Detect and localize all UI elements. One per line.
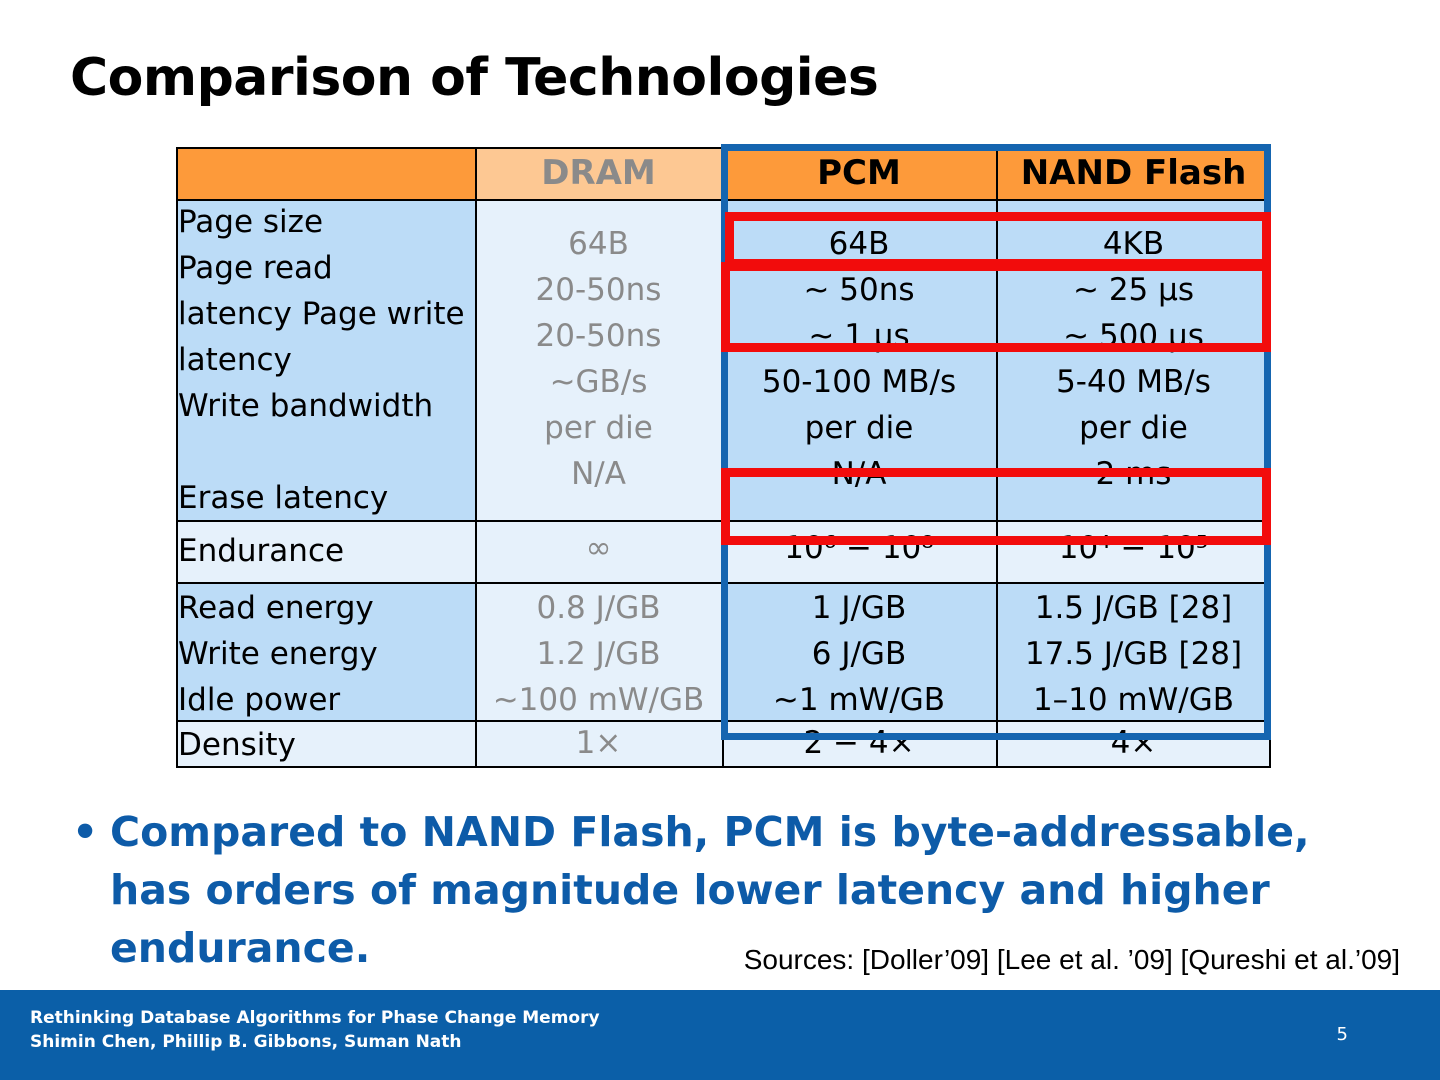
footer-bar: Rethinking Database Algorithms for Phase… (0, 990, 1440, 1080)
sources-citation: Sources: [Doller’09] [Lee et al. ’09] [Q… (743, 944, 1400, 975)
cell-value-line: ∼ 25 μs (1072, 272, 1194, 308)
cell-value-line: 1.5 J/GB [28] (1034, 590, 1233, 626)
row-label-line: Idle power (178, 682, 341, 718)
header-pcm: PCM (722, 147, 996, 199)
header-dram: DRAM (475, 147, 722, 199)
cell-value-line: 4KB (1102, 226, 1165, 262)
row-label-line: Endurance (178, 533, 345, 569)
header-corner (176, 147, 475, 199)
row-label-line: Read energy (178, 590, 374, 626)
cell-value-line: 1.2 J/GB (536, 636, 661, 672)
cell-value-line: ~1 mW/GB (772, 682, 946, 718)
row-label-line: latency (178, 342, 292, 378)
cell-value-line: 1–10 mW/GB (1032, 682, 1235, 718)
bullet-text: Compared to NAND Flash, PCM is byte-addr… (110, 808, 1310, 972)
row-label-line: Density (178, 727, 296, 763)
table-cell-r0-dram: 64B 20-50ns 20-50ns ~GB/s per die N/A (475, 199, 722, 520)
page-number: 5 (1336, 1024, 1348, 1045)
row-label-line: Page read (178, 250, 333, 286)
cell-value-line: 1× (575, 725, 622, 761)
table-cell-r0-label_lines: Page size Page read latency Page write late… (176, 199, 475, 520)
erase-latency-highlight-box (721, 468, 1271, 545)
bullet-dot-icon: • (72, 808, 99, 856)
table-column-rule (475, 147, 477, 768)
cell-value-line: 64B (828, 226, 890, 262)
latency-highlight-box-1 (725, 212, 1271, 268)
cell-value-line: per die (1079, 410, 1188, 446)
table-cell-r3-label_lines: Density (176, 720, 475, 768)
cell-value-line: 64B (568, 226, 629, 262)
table-cell-r2-pcm: 1 J/GB 6 J/GB ~1 mW/GB (722, 582, 996, 720)
table-cell-r2-dram: 0.8 J/GB 1.2 J/GB ~100 mW/GB (475, 582, 722, 720)
cell-value-line: 6 J/GB (811, 636, 907, 672)
table-column-rule (176, 147, 178, 768)
table-cell-r3-pcm: 2 − 4× (722, 720, 996, 768)
cell-value-line: 17.5 J/GB [28] (1024, 636, 1243, 672)
cell-value-line: 0.8 J/GB (536, 590, 661, 626)
footer-authors: Shimin Chen, Phillip B. Gibbons, Suman N… (30, 1032, 462, 1052)
row-label-line: Page size (178, 204, 324, 240)
comparison-table: DRAM PCM NAND Flash Page size Page read laten… (176, 147, 1271, 768)
cell-value-line: ∞ (585, 530, 612, 566)
latency-highlight-box-2 (721, 262, 1271, 352)
table-cell-r1-dram: ∞ (475, 520, 722, 582)
table-cell-r2-nand: 1.5 J/GB [28] 17.5 J/GB [28] 1–10 mW/GB (996, 582, 1271, 720)
row-label-line: latency Page write (178, 296, 465, 332)
cell-value-line: ~100 mW/GB (492, 682, 705, 718)
cell-value-line: ∼ 50ns (803, 272, 915, 308)
table-cell-r1-pcm: 10⁶ − 10⁸ (722, 520, 996, 582)
pcm-nand-highlight-frame (721, 144, 1271, 740)
table-cell-r1-nand: 10⁴ − 10⁵ (996, 520, 1271, 582)
slide-title: Comparison of Technologies (70, 48, 879, 108)
table-cell-r2-label_lines: Read energy Write energy Idle power (176, 582, 475, 720)
table-cell-r3-dram: 1× (475, 720, 722, 768)
cell-value-line: per die (544, 410, 653, 446)
cell-value-line: 20-50ns (535, 272, 662, 308)
bullet-point: • Compared to NAND Flash, PCM is byte-ad… (72, 803, 1332, 977)
table-column-rule (996, 147, 998, 768)
cell-value-line: 50-100 MB/s (761, 364, 957, 400)
cell-value-line: per die (804, 410, 914, 446)
cell-value-line: 5-40 MB/s (1056, 364, 1211, 400)
cell-value-line: 20-50ns (535, 318, 662, 354)
cell-value-line: 4× (1110, 725, 1157, 761)
table-cell-r3-nand: 4× (996, 720, 1271, 768)
row-label-line: Write energy (178, 636, 378, 672)
cell-value-line: ~GB/s (549, 364, 648, 400)
footer-title: Rethinking Database Algorithms for Phase… (30, 1008, 600, 1028)
cell-value-line: N/A (571, 456, 626, 492)
header-nand-flash: NAND Flash (996, 147, 1271, 199)
cell-value-line: 2 − 4× (803, 725, 915, 761)
cell-value-line: 1 J/GB (811, 590, 907, 626)
table-cell-r1-label_lines: Endurance (176, 520, 475, 582)
row-label-line: Erase latency (178, 480, 389, 516)
row-label-line: Write bandwidth (178, 388, 434, 424)
